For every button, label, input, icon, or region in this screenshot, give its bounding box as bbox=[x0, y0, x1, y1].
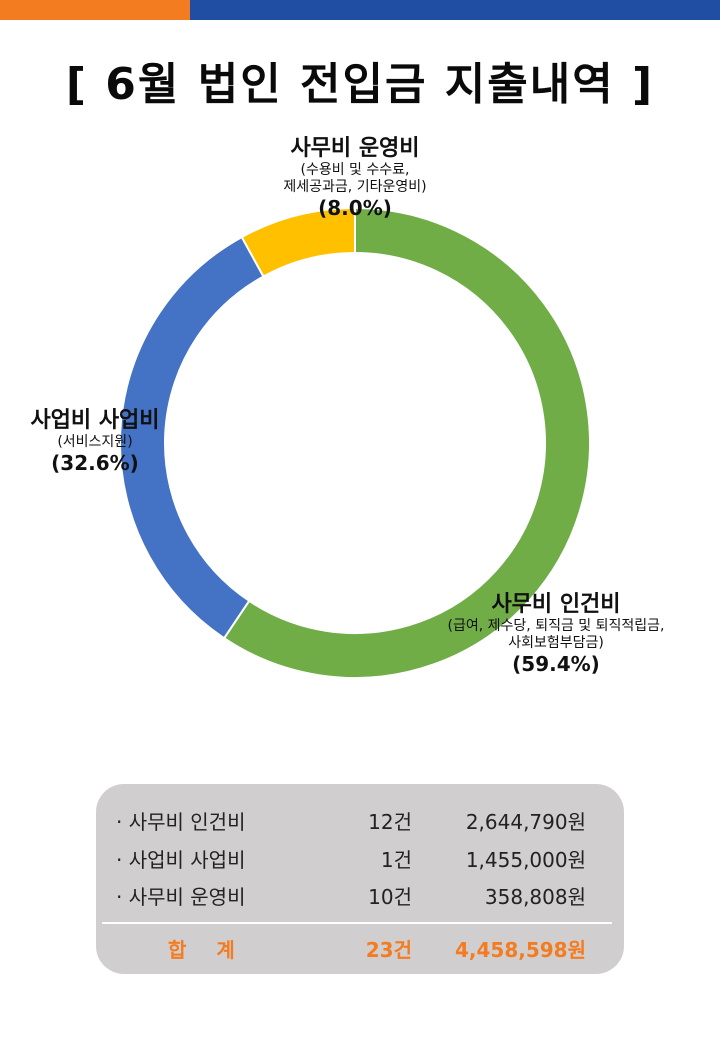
row-amount: 2,644,790원 bbox=[465, 810, 586, 834]
donut-slice-office-operating bbox=[240, 206, 356, 278]
slice-detail: 제세공과금, 기타운영비) bbox=[283, 179, 427, 196]
summary-divider bbox=[102, 922, 612, 924]
total-label: 합계 bbox=[168, 938, 265, 962]
slice-label-office-operating: 사무비 운영비 (수용비 및 수수료, 제세공과금, 기타운영비) (8.0%) bbox=[180, 136, 530, 220]
page-title: [ 6월 법인 전입금 지출내역 ] bbox=[65, 59, 655, 110]
top-bar-orange bbox=[0, 0, 190, 20]
row-count: 1건 bbox=[380, 848, 412, 872]
row-category: · 사무비 인건비 bbox=[116, 810, 246, 834]
row-count: 12건 bbox=[368, 810, 412, 834]
slice-label-project: 사업비 사업비 (서비스지원) (32.6%) bbox=[10, 408, 180, 475]
total-amount: 4,458,598원 bbox=[454, 938, 586, 962]
row-count: 10건 bbox=[368, 885, 412, 909]
row-amount: 358,808원 bbox=[484, 885, 586, 909]
summary-row: · 사업비 사업비 1건 1,455,000원 bbox=[96, 844, 624, 880]
total-count: 23건 bbox=[365, 938, 412, 962]
summary-row: · 사무비 인건비 12건 2,644,790원 bbox=[96, 806, 624, 842]
slice-name: 사무비 운영비 bbox=[290, 136, 420, 161]
row-amount: 1,455,000원 bbox=[465, 848, 586, 872]
slice-name: 사무비 인건비 bbox=[491, 592, 621, 617]
slice-percent: (32.6%) bbox=[51, 451, 139, 476]
summary-row: · 사무비 운영비 10건 358,808원 bbox=[96, 881, 624, 917]
slice-percent: (8.0%) bbox=[318, 195, 392, 220]
slice-detail: (수용비 및 수수료, bbox=[300, 162, 410, 179]
summary-table: · 사무비 인건비 12건 2,644,790원 · 사업비 사업비 1건 1,… bbox=[96, 784, 624, 974]
slice-name: 사업비 사업비 bbox=[30, 408, 160, 433]
donut-chart bbox=[119, 206, 591, 679]
row-category: · 사무비 운영비 bbox=[116, 885, 246, 909]
donut-slice-office-personnel bbox=[222, 206, 591, 679]
top-bar-blue bbox=[190, 0, 720, 20]
slice-detail: (서비스지원) bbox=[57, 434, 133, 451]
slice-label-office-personnel: 사무비 인건비 (급여, 제수당, 퇴직금 및 퇴직적립금, 사회보험부담금) … bbox=[396, 592, 716, 676]
row-category: · 사업비 사업비 bbox=[116, 848, 246, 872]
slice-percent: (59.4%) bbox=[512, 651, 600, 676]
slice-detail: (급여, 제수당, 퇴직금 및 퇴직적립금, bbox=[447, 618, 665, 635]
summary-total-row: 합계 23건 4,458,598원 bbox=[96, 934, 624, 970]
slice-detail: 사회보험부담금) bbox=[508, 635, 604, 652]
